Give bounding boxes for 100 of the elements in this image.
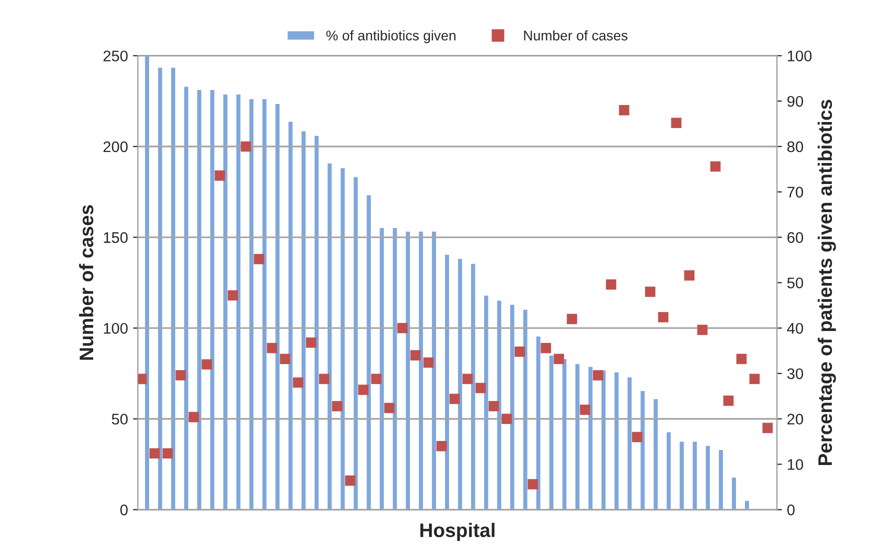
point <box>266 342 278 354</box>
bar <box>300 130 308 510</box>
point <box>371 374 382 384</box>
point <box>384 402 395 414</box>
point <box>697 324 708 336</box>
bar <box>196 88 203 510</box>
bar <box>182 85 190 510</box>
y-tick-label: 100 <box>104 322 128 334</box>
bar <box>704 444 712 510</box>
point <box>138 374 147 384</box>
point <box>240 141 252 152</box>
point <box>736 354 747 364</box>
bar <box>482 294 490 510</box>
point <box>476 382 486 394</box>
y-tick-label: 200 <box>104 141 128 152</box>
point <box>176 370 186 380</box>
y-tick-label: 250 <box>104 50 128 62</box>
point <box>214 170 225 181</box>
bar <box>548 354 555 510</box>
point <box>514 346 525 357</box>
point <box>292 377 304 388</box>
point <box>658 312 668 322</box>
point <box>566 314 578 324</box>
y2-tick-label: 10 <box>788 459 804 470</box>
bar <box>365 194 372 510</box>
point <box>319 374 330 384</box>
y2-tick-label: 60 <box>787 232 804 243</box>
point <box>188 412 199 422</box>
bar <box>560 358 568 510</box>
bar <box>534 335 542 510</box>
point <box>397 322 408 334</box>
y2-tick-label: 90 <box>787 96 804 107</box>
bar <box>339 166 346 510</box>
bar <box>470 262 477 510</box>
bar <box>274 102 281 510</box>
point <box>410 350 421 360</box>
bar <box>496 299 503 510</box>
bar <box>418 230 424 510</box>
bar <box>144 56 151 510</box>
y-tick-label: 150 <box>104 232 128 243</box>
bar <box>378 226 386 510</box>
point <box>202 359 212 370</box>
bar <box>287 120 294 510</box>
point <box>723 396 734 406</box>
point <box>449 394 460 404</box>
bar <box>391 226 398 510</box>
point <box>502 414 512 424</box>
bar <box>326 162 334 510</box>
bar <box>600 369 607 510</box>
y2-tick-label: 50 <box>787 278 804 288</box>
bar <box>522 308 529 510</box>
point <box>436 440 447 452</box>
bar <box>456 257 464 510</box>
point <box>684 270 694 281</box>
y2-tick-label: 70 <box>787 186 804 198</box>
point <box>332 401 342 412</box>
point <box>228 290 238 301</box>
y-tick-label: 50 <box>112 414 128 425</box>
legend-label: Number of cases <box>524 30 628 40</box>
bar <box>352 176 360 510</box>
bar <box>639 390 646 510</box>
y2-tick-label: 0 <box>787 504 795 516</box>
bar <box>261 98 268 510</box>
bar <box>430 230 438 510</box>
y2-tick-label: 80 <box>787 141 804 152</box>
point <box>632 432 642 442</box>
point <box>280 354 290 364</box>
x-axis-title: Hospital <box>420 522 494 541</box>
bar <box>313 134 320 510</box>
point <box>149 448 160 459</box>
bar <box>208 88 216 510</box>
bar <box>587 366 594 510</box>
point <box>554 354 564 364</box>
bar <box>717 448 724 510</box>
point <box>528 479 538 490</box>
bar <box>222 93 229 510</box>
point <box>423 357 434 368</box>
bar <box>404 230 412 510</box>
point <box>358 384 368 395</box>
point <box>345 475 356 486</box>
bar <box>626 376 634 510</box>
point <box>618 105 630 116</box>
bar <box>156 66 164 510</box>
point <box>671 118 682 128</box>
point <box>488 401 499 412</box>
bar <box>691 440 698 510</box>
y2-tick-label: 100 <box>788 50 812 62</box>
y2-tick-label: 40 <box>787 322 804 334</box>
point <box>592 370 604 380</box>
bar <box>665 430 672 510</box>
point <box>462 374 473 384</box>
bar <box>508 303 516 510</box>
point <box>162 448 173 459</box>
y2-tick-label: 30 <box>787 368 804 380</box>
y2-axis-title: Percentage of patients given antibiotics <box>818 100 836 466</box>
bar <box>444 253 450 510</box>
y2-tick-label: 20 <box>787 414 804 425</box>
point <box>540 342 552 354</box>
bar <box>730 476 738 510</box>
point <box>254 254 264 264</box>
